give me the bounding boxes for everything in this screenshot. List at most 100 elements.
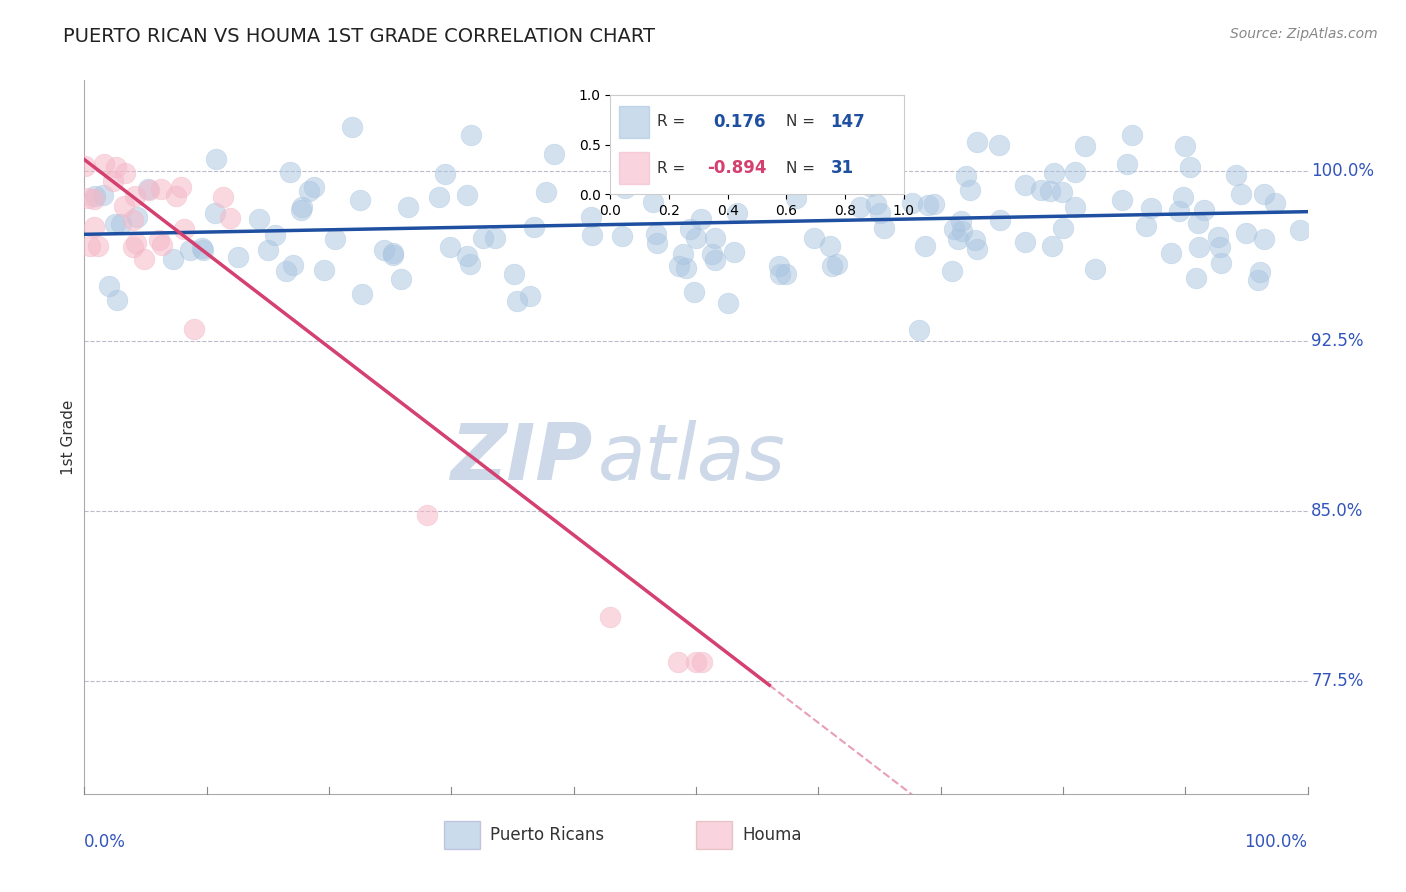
Point [458, 257, 481, 271]
Point [1043, 166, 1066, 180]
Point [382, 248, 405, 262]
Point [247, 211, 270, 226]
Point [610, 228, 633, 243]
Point [439, 240, 461, 254]
Point [689, 211, 711, 226]
Point [1014, 235, 1036, 250]
Point [1168, 204, 1191, 219]
Point [534, 185, 557, 199]
Point [1234, 226, 1257, 240]
Point [725, 206, 748, 220]
Point [1188, 240, 1211, 254]
Point [579, 210, 602, 224]
Text: ZIP: ZIP [450, 420, 592, 497]
Point [818, 239, 841, 253]
Point [1116, 157, 1139, 171]
Point [685, 656, 707, 670]
Point [350, 287, 373, 301]
Point [278, 165, 301, 179]
Point [165, 189, 187, 203]
Point [917, 198, 939, 212]
Point [990, 212, 1012, 227]
Point [859, 178, 882, 193]
Point [870, 119, 893, 133]
Point [276, 264, 298, 278]
Point [427, 190, 450, 204]
Point [1247, 273, 1270, 287]
Point [1209, 240, 1232, 254]
Point [1211, 256, 1233, 270]
Point [955, 169, 977, 183]
Point [226, 250, 249, 264]
Point [914, 238, 936, 252]
Point [93, 156, 115, 170]
Point [124, 235, 146, 250]
Point [105, 293, 128, 307]
Point [821, 259, 844, 273]
Point [869, 205, 891, 219]
Point [1187, 216, 1209, 230]
Point [1253, 232, 1275, 246]
Text: 77.5%: 77.5% [1312, 672, 1364, 690]
Text: PUERTO RICAN VS HOUMA 1ST GRADE CORRELATION CHART: PUERTO RICAN VS HOUMA 1ST GRADE CORRELAT… [63, 27, 655, 45]
Point [1135, 219, 1157, 233]
Text: 0.0%: 0.0% [84, 833, 127, 851]
Point [614, 181, 637, 195]
Point [1206, 230, 1229, 244]
Point [456, 188, 478, 202]
Point [122, 212, 145, 227]
Point [876, 157, 898, 171]
Point [690, 656, 713, 670]
Point [105, 160, 128, 174]
Point [298, 184, 321, 198]
Point [87, 239, 110, 253]
Point [1171, 190, 1194, 204]
Point [1040, 239, 1063, 253]
Point [148, 233, 170, 247]
Point [1174, 139, 1197, 153]
Point [138, 183, 160, 197]
Point [1084, 262, 1107, 277]
Point [1192, 202, 1215, 217]
Point [1029, 183, 1052, 197]
Point [460, 128, 482, 143]
Text: 100.0%: 100.0% [1312, 161, 1374, 180]
Point [257, 243, 280, 257]
Point [1064, 200, 1087, 214]
Point [775, 268, 797, 282]
Point [1039, 184, 1062, 198]
Point [302, 180, 325, 194]
Point [149, 182, 172, 196]
Point [83, 220, 105, 235]
Point [908, 323, 931, 337]
Text: 85.0%: 85.0% [1312, 501, 1364, 520]
Point [672, 119, 695, 133]
Point [349, 194, 371, 208]
Point [132, 252, 155, 267]
Point [212, 190, 235, 204]
Point [98, 278, 121, 293]
Point [122, 240, 145, 254]
Point [1074, 138, 1097, 153]
Point [839, 153, 862, 168]
Point [672, 247, 695, 261]
Point [1289, 223, 1312, 237]
Point [416, 508, 439, 523]
Point [264, 227, 287, 242]
Point [162, 252, 184, 266]
Point [666, 656, 689, 670]
Point [966, 242, 988, 256]
Point [704, 231, 727, 245]
Point [769, 267, 792, 281]
Point [1140, 201, 1163, 215]
Point [641, 194, 664, 209]
Point [1121, 128, 1143, 142]
Point [950, 224, 973, 238]
Text: atlas: atlas [598, 420, 786, 497]
Point [959, 183, 981, 197]
Point [543, 147, 565, 161]
Point [988, 138, 1011, 153]
Point [312, 263, 335, 277]
Point [125, 210, 148, 224]
Point [290, 202, 312, 217]
